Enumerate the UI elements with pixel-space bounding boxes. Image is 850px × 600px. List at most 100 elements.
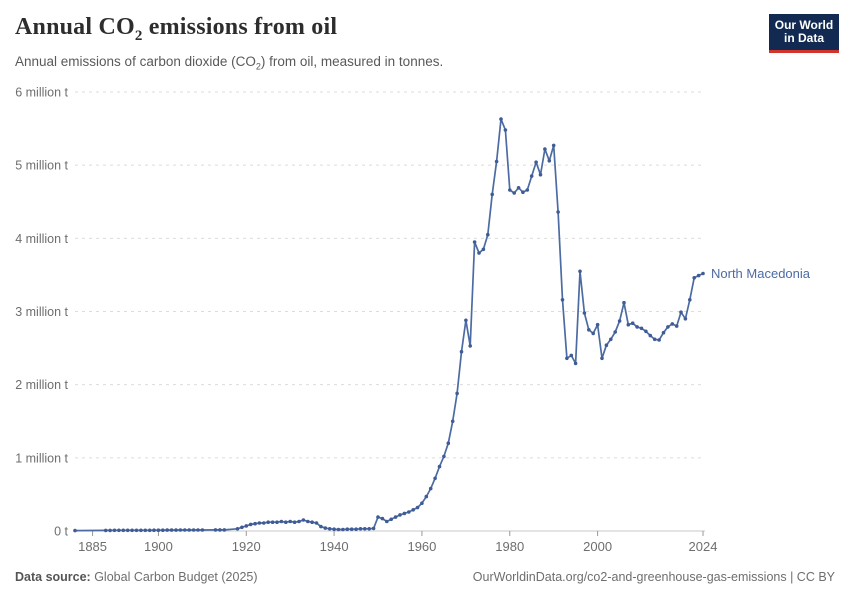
y-axis-tick-label: 0 t — [54, 525, 68, 539]
data-point — [652, 337, 657, 342]
data-point — [73, 528, 77, 533]
y-axis-tick-label: 1 million t — [15, 451, 68, 465]
data-point — [573, 361, 578, 366]
data-point — [521, 190, 525, 194]
data-point — [262, 521, 266, 525]
data-point — [174, 528, 178, 532]
data-point — [393, 515, 398, 519]
chart-title-subscript: 2 — [134, 27, 143, 44]
data-point — [222, 528, 227, 532]
data-point — [696, 273, 701, 278]
series-entity-label[interactable]: North Macedonia — [711, 266, 811, 281]
data-point — [508, 188, 512, 192]
data-point — [534, 160, 538, 164]
data-point — [103, 528, 108, 533]
data-point — [402, 511, 407, 516]
data-point — [341, 527, 345, 532]
data-point — [459, 349, 464, 354]
data-point — [407, 510, 411, 514]
data-point — [253, 521, 257, 526]
data-source-label: Data source: — [15, 570, 91, 584]
data-point — [371, 526, 376, 531]
data-point — [134, 528, 139, 533]
data-point — [275, 520, 279, 524]
data-point — [411, 508, 416, 512]
y-axis-tick-label: 5 million t — [15, 159, 68, 173]
data-point — [683, 317, 688, 321]
data-point — [161, 528, 165, 532]
data-point — [288, 519, 293, 524]
data-point — [494, 159, 499, 164]
data-point — [595, 322, 600, 327]
data-point — [389, 517, 394, 522]
data-point — [336, 527, 341, 532]
data-point — [512, 191, 516, 195]
data-point — [117, 528, 121, 533]
data-point — [442, 454, 446, 459]
data-point — [692, 276, 696, 280]
data-point — [661, 330, 666, 335]
data-point — [657, 338, 661, 342]
data-point — [578, 269, 582, 274]
x-axis-tick-label: 2024 — [689, 539, 718, 554]
data-point — [196, 528, 200, 532]
data-source-note: Data source: Global Carbon Budget (2025) — [15, 570, 258, 584]
data-point — [327, 527, 332, 531]
data-point — [380, 516, 385, 521]
data-point — [648, 333, 653, 338]
data-point — [213, 528, 218, 532]
data-point — [666, 325, 670, 329]
x-axis-tick-label: 1900 — [144, 539, 173, 554]
data-point — [345, 527, 350, 531]
data-point — [600, 356, 604, 361]
owid-logo-line1: Our World — [774, 18, 834, 32]
data-point — [354, 527, 358, 531]
data-point — [323, 526, 328, 530]
data-point — [139, 528, 143, 533]
chart-title-text-suffix: emissions from oil — [142, 14, 338, 40]
data-point — [626, 322, 631, 327]
data-point — [582, 311, 587, 315]
data-point — [613, 330, 617, 334]
data-point — [143, 528, 148, 533]
data-point — [367, 527, 372, 531]
chart-title: Annual CO2 emissions from oil — [15, 14, 835, 45]
data-point — [332, 527, 336, 531]
credit-note[interactable]: OurWorldinData.org/co2-and-greenhouse-ga… — [472, 570, 835, 584]
data-point — [450, 419, 455, 424]
x-axis-tick-label: 1885 — [78, 539, 107, 554]
x-axis-tick-label: 1940 — [320, 539, 349, 554]
data-point — [635, 325, 639, 329]
data-point — [472, 240, 477, 244]
data-point — [455, 391, 459, 396]
chart-title-text: Annual CO — [15, 14, 135, 40]
data-point — [547, 159, 552, 163]
data-point — [257, 521, 262, 525]
data-point — [363, 527, 367, 531]
data-point — [639, 326, 644, 331]
data-point — [543, 147, 547, 151]
data-point — [165, 528, 169, 532]
data-point — [538, 172, 543, 177]
y-axis-tick-label: 2 million t — [15, 378, 68, 392]
data-point — [490, 192, 495, 197]
data-point — [688, 298, 692, 302]
data-point — [349, 527, 354, 531]
data-point — [183, 528, 187, 532]
data-point — [152, 528, 156, 532]
data-point — [108, 528, 112, 533]
owid-logo[interactable]: Our World in Data — [769, 14, 839, 53]
series-line — [74, 118, 704, 532]
data-point — [529, 174, 534, 178]
data-point — [125, 528, 130, 533]
data-point — [306, 519, 310, 524]
data-point — [499, 117, 503, 121]
data-point — [525, 188, 530, 192]
data-point — [486, 232, 490, 237]
data-point — [424, 494, 429, 499]
data-point — [551, 143, 556, 148]
data-point — [301, 518, 306, 522]
data-point — [679, 310, 683, 315]
data-point — [516, 186, 521, 190]
